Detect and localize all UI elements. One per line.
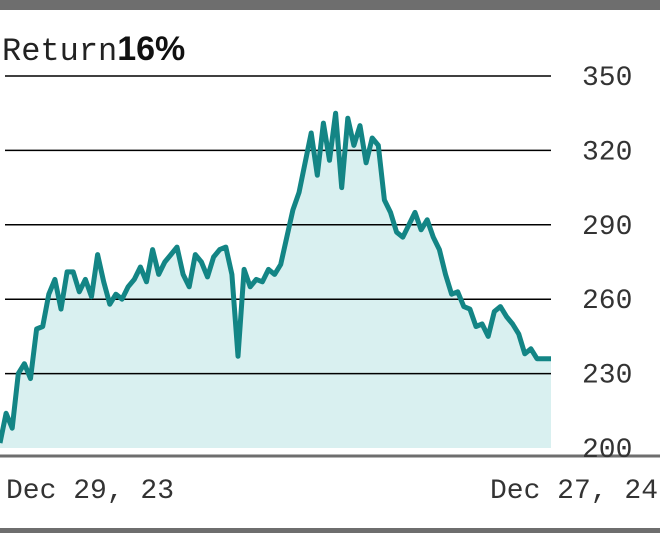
top-border xyxy=(0,0,660,10)
x-tick-end: Dec 27, 24 xyxy=(490,476,658,507)
area-fill xyxy=(0,113,551,448)
bottom-border xyxy=(0,528,660,533)
x-tick-start: Dec 29, 23 xyxy=(6,476,174,507)
title-label: Return xyxy=(2,33,118,70)
y-tick-200: 200 xyxy=(582,435,632,466)
y-tick-320: 320 xyxy=(582,137,632,168)
chart-title: Return16% xyxy=(2,30,185,70)
y-tick-350: 350 xyxy=(582,63,632,94)
y-tick-290: 290 xyxy=(582,212,632,243)
y-tick-260: 260 xyxy=(582,286,632,317)
series-line xyxy=(0,110,551,444)
title-value: 16% xyxy=(117,30,186,68)
y-tick-230: 230 xyxy=(582,361,632,392)
